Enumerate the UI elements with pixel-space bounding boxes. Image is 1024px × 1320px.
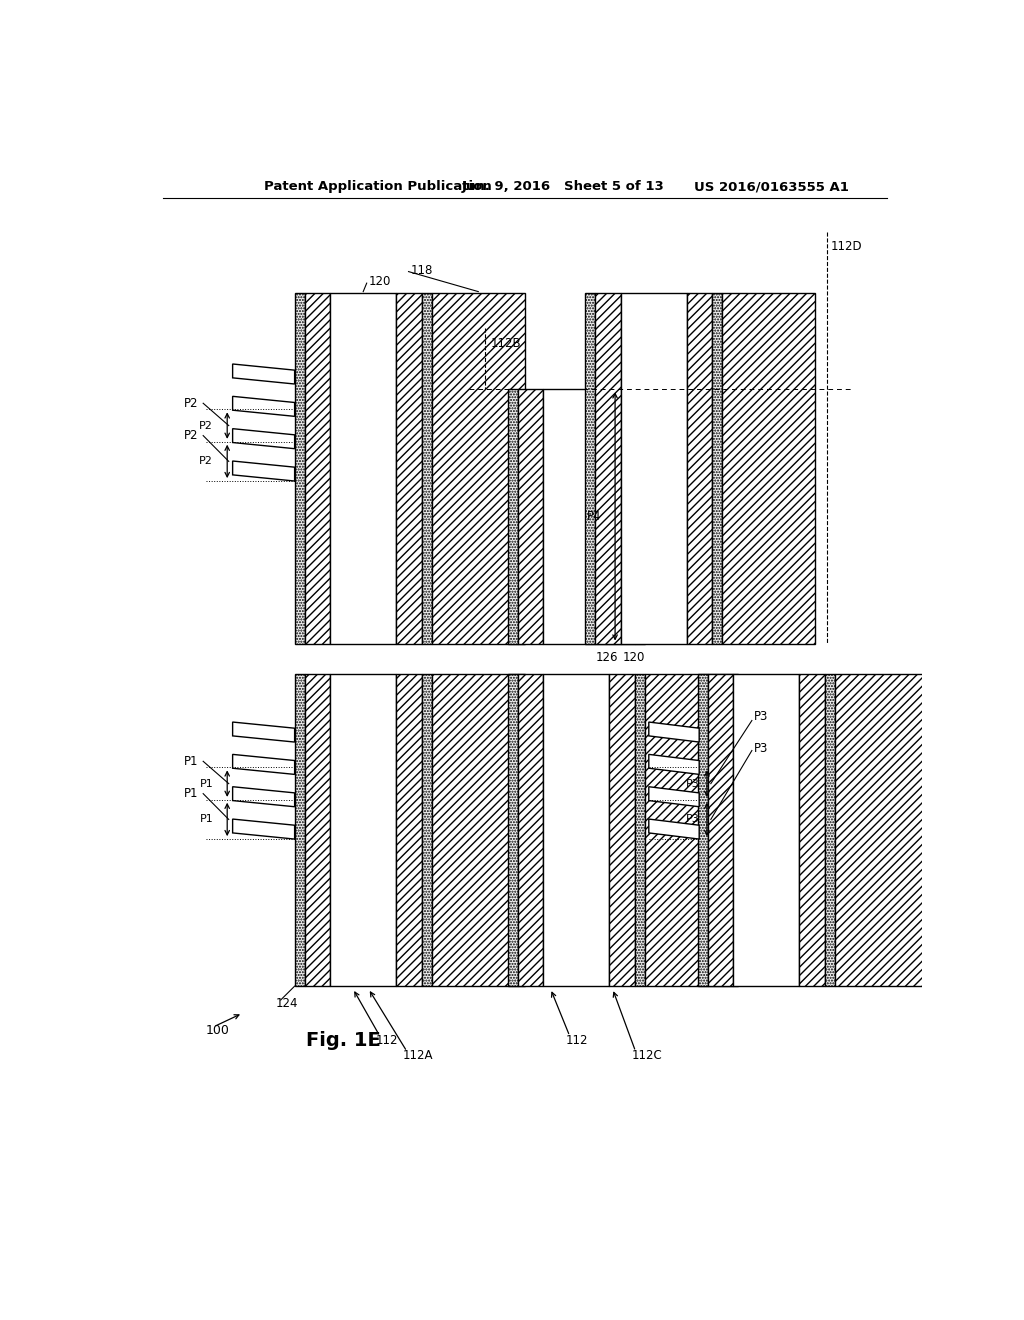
Text: 112A: 112A xyxy=(403,1049,433,1063)
Text: P3: P3 xyxy=(754,710,768,723)
Text: P4: P4 xyxy=(587,510,601,523)
Bar xyxy=(645,675,738,986)
Polygon shape xyxy=(232,429,295,449)
Text: P2: P2 xyxy=(200,421,213,430)
Polygon shape xyxy=(649,755,699,775)
Text: 126: 126 xyxy=(596,651,618,664)
Bar xyxy=(422,675,432,986)
Bar xyxy=(331,675,396,986)
Bar xyxy=(518,675,544,986)
Text: P1: P1 xyxy=(183,787,199,800)
Text: 120: 120 xyxy=(369,275,390,288)
Text: P1: P1 xyxy=(200,814,213,825)
Polygon shape xyxy=(649,787,699,807)
Bar xyxy=(508,389,518,644)
Bar xyxy=(799,675,824,986)
Text: US 2016/0163555 A1: US 2016/0163555 A1 xyxy=(693,181,849,194)
Bar xyxy=(305,675,331,986)
Bar xyxy=(713,293,722,644)
Text: Patent Application Publication: Patent Application Publication xyxy=(263,181,492,194)
Bar xyxy=(508,675,518,986)
Polygon shape xyxy=(232,364,295,384)
Bar xyxy=(422,293,432,644)
Bar xyxy=(432,675,524,986)
Text: 100: 100 xyxy=(206,1023,229,1036)
Bar xyxy=(609,675,635,986)
Polygon shape xyxy=(232,396,295,416)
Text: 124: 124 xyxy=(275,997,298,1010)
Polygon shape xyxy=(232,461,295,480)
Polygon shape xyxy=(649,722,699,742)
Bar xyxy=(635,675,645,986)
Text: 118: 118 xyxy=(411,264,433,277)
Bar xyxy=(635,389,645,644)
Bar xyxy=(331,293,396,644)
Bar xyxy=(544,675,609,986)
Text: 112: 112 xyxy=(376,1034,398,1047)
Text: 112B: 112B xyxy=(490,337,521,350)
Text: 112D: 112D xyxy=(830,240,862,253)
Bar xyxy=(305,293,331,644)
Text: P1: P1 xyxy=(200,779,213,788)
Bar xyxy=(733,675,799,986)
Polygon shape xyxy=(232,787,295,807)
Bar xyxy=(586,293,595,644)
Polygon shape xyxy=(649,818,699,840)
Text: P1: P1 xyxy=(183,755,199,768)
Text: 112: 112 xyxy=(566,1034,589,1047)
Bar xyxy=(708,675,733,986)
Polygon shape xyxy=(232,818,295,840)
Bar xyxy=(595,293,621,644)
Text: Fig. 1E: Fig. 1E xyxy=(306,1031,381,1049)
Bar xyxy=(396,675,422,986)
Polygon shape xyxy=(232,722,295,742)
Bar xyxy=(687,293,713,644)
Bar xyxy=(518,389,544,644)
Bar xyxy=(295,675,305,986)
Bar xyxy=(835,675,928,986)
Bar xyxy=(722,293,815,644)
Text: Jun. 9, 2016   Sheet 5 of 13: Jun. 9, 2016 Sheet 5 of 13 xyxy=(461,181,664,194)
Text: P2: P2 xyxy=(183,397,199,409)
Bar xyxy=(544,389,609,644)
Text: P3: P3 xyxy=(754,742,768,755)
Bar xyxy=(295,293,305,644)
Text: 112C: 112C xyxy=(632,1049,663,1063)
Bar xyxy=(824,675,835,986)
Bar xyxy=(621,293,687,644)
Text: P3: P3 xyxy=(685,779,699,788)
Bar xyxy=(396,293,422,644)
Bar xyxy=(432,293,524,644)
Text: P2: P2 xyxy=(200,457,213,466)
Bar xyxy=(609,389,635,644)
Text: P2: P2 xyxy=(183,429,199,442)
Text: P3: P3 xyxy=(685,814,699,825)
Bar xyxy=(697,675,708,986)
Text: 120: 120 xyxy=(623,651,645,664)
Polygon shape xyxy=(232,755,295,775)
